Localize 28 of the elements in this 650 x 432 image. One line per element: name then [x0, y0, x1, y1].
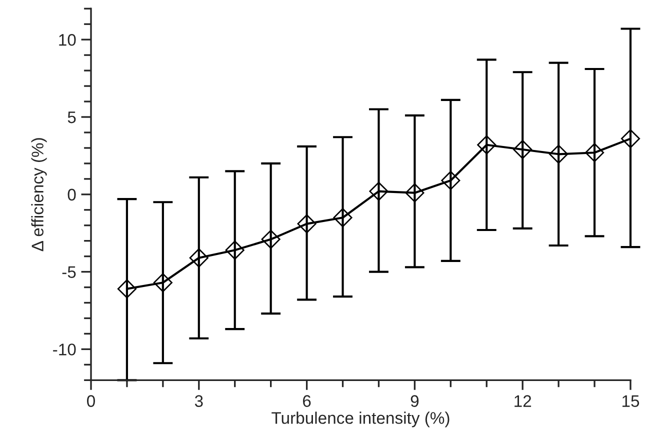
point [585, 143, 604, 162]
x-tick-label: 3 [194, 395, 203, 407]
point [333, 208, 352, 228]
y-tick-label: 5 [68, 112, 76, 124]
x-tick-label: 15 [622, 395, 640, 407]
x-tick-label: 12 [514, 395, 532, 407]
point [117, 279, 136, 298]
point [441, 170, 460, 190]
point [477, 135, 496, 154]
point [620, 129, 640, 148]
point [297, 214, 316, 234]
y-tick-label: 10 [59, 34, 76, 46]
y-axis-title: Δ efficiency (%) [31, 138, 47, 252]
point [261, 230, 280, 249]
point [189, 248, 208, 268]
x-tick-label: 9 [410, 395, 419, 407]
x-axis-title: Turbulence intensity (%) [272, 412, 450, 428]
point [369, 182, 388, 201]
point [513, 140, 532, 160]
y-tick-label: -5 [62, 266, 76, 278]
y-tick-label: -10 [53, 344, 76, 356]
point [225, 240, 244, 260]
point [405, 183, 424, 202]
y-tick-label: 0 [68, 188, 76, 201]
point [549, 144, 568, 164]
x-tick-label: 6 [303, 395, 311, 407]
x-tick-label: 0 [87, 395, 95, 407]
point [153, 273, 172, 292]
